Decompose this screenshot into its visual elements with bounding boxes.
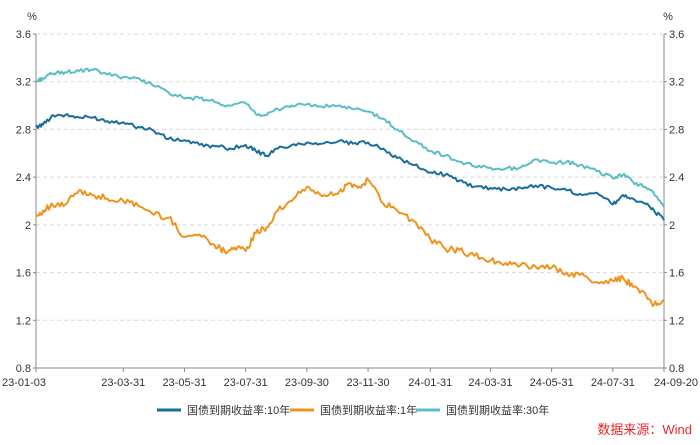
ytick-label-left: 3.6 <box>16 29 31 41</box>
ytick-label-right: 2 <box>669 220 675 232</box>
xtick-label: 24-05-31 <box>530 377 574 389</box>
ytick-label-right: 1.2 <box>669 315 684 327</box>
grid-lines <box>36 33 664 321</box>
series-line-2 <box>35 177 665 307</box>
xtick-label: 23-03-31 <box>101 377 145 389</box>
ytick-label-right: 3.2 <box>669 77 684 89</box>
ytick-label-right: 1.6 <box>669 268 684 280</box>
ytick-label-right: 0.8 <box>669 363 684 375</box>
xtick-label: 23-09-30 <box>285 377 329 389</box>
xtick-label: 23-01-03 <box>2 377 46 389</box>
legend-label-2: 国债到期收益率:1年 <box>320 403 417 417</box>
series-line-1 <box>35 113 665 221</box>
ytick-label-left: 2.8 <box>16 124 31 136</box>
ytick-label-left: 0.8 <box>16 363 31 375</box>
ytick-label-left: 2.4 <box>16 172 31 184</box>
legend-label-3: 国债到期收益率:30年 <box>446 403 549 417</box>
ytick-label-left: 3.2 <box>16 77 31 89</box>
legend: 国债到期收益率:10年 国债到期收益率:1年 国债到期收益率:30年 <box>157 403 549 417</box>
xtick-label: 24-03-31 <box>468 377 512 389</box>
ytick-label-left: 1.6 <box>16 268 31 280</box>
xtick-label: 23-07-31 <box>224 377 268 389</box>
xtick-label: 23-05-31 <box>162 377 206 389</box>
y-unit-left: % <box>27 11 37 23</box>
source-label: 数据来源：Wind <box>597 422 692 437</box>
xtick-label: 23-11-30 <box>346 377 389 389</box>
ytick-label-right: 2.4 <box>669 172 684 184</box>
xtick-label: 24-09-20 <box>654 377 698 389</box>
ytick-label-right: 2.8 <box>669 124 684 136</box>
series-lines <box>35 67 665 307</box>
xtick-label: 24-07-31 <box>591 377 635 389</box>
y-unit-right: % <box>663 11 673 23</box>
ytick-label-right: 3.6 <box>669 29 684 41</box>
series-line-3 <box>35 67 665 208</box>
axes: 0.8 0.8 1.2 1.2 1.6 1.6 2 2 2.4 2.4 2.8 2.8 3.2 3.2 3.… <box>2 11 698 389</box>
xtick-label: 24-01-31 <box>408 377 452 389</box>
ytick-label-left: 1.2 <box>16 315 31 327</box>
ytick-label-left: 2 <box>25 220 31 232</box>
legend-label-1: 国债到期收益率:10年 <box>187 403 290 417</box>
